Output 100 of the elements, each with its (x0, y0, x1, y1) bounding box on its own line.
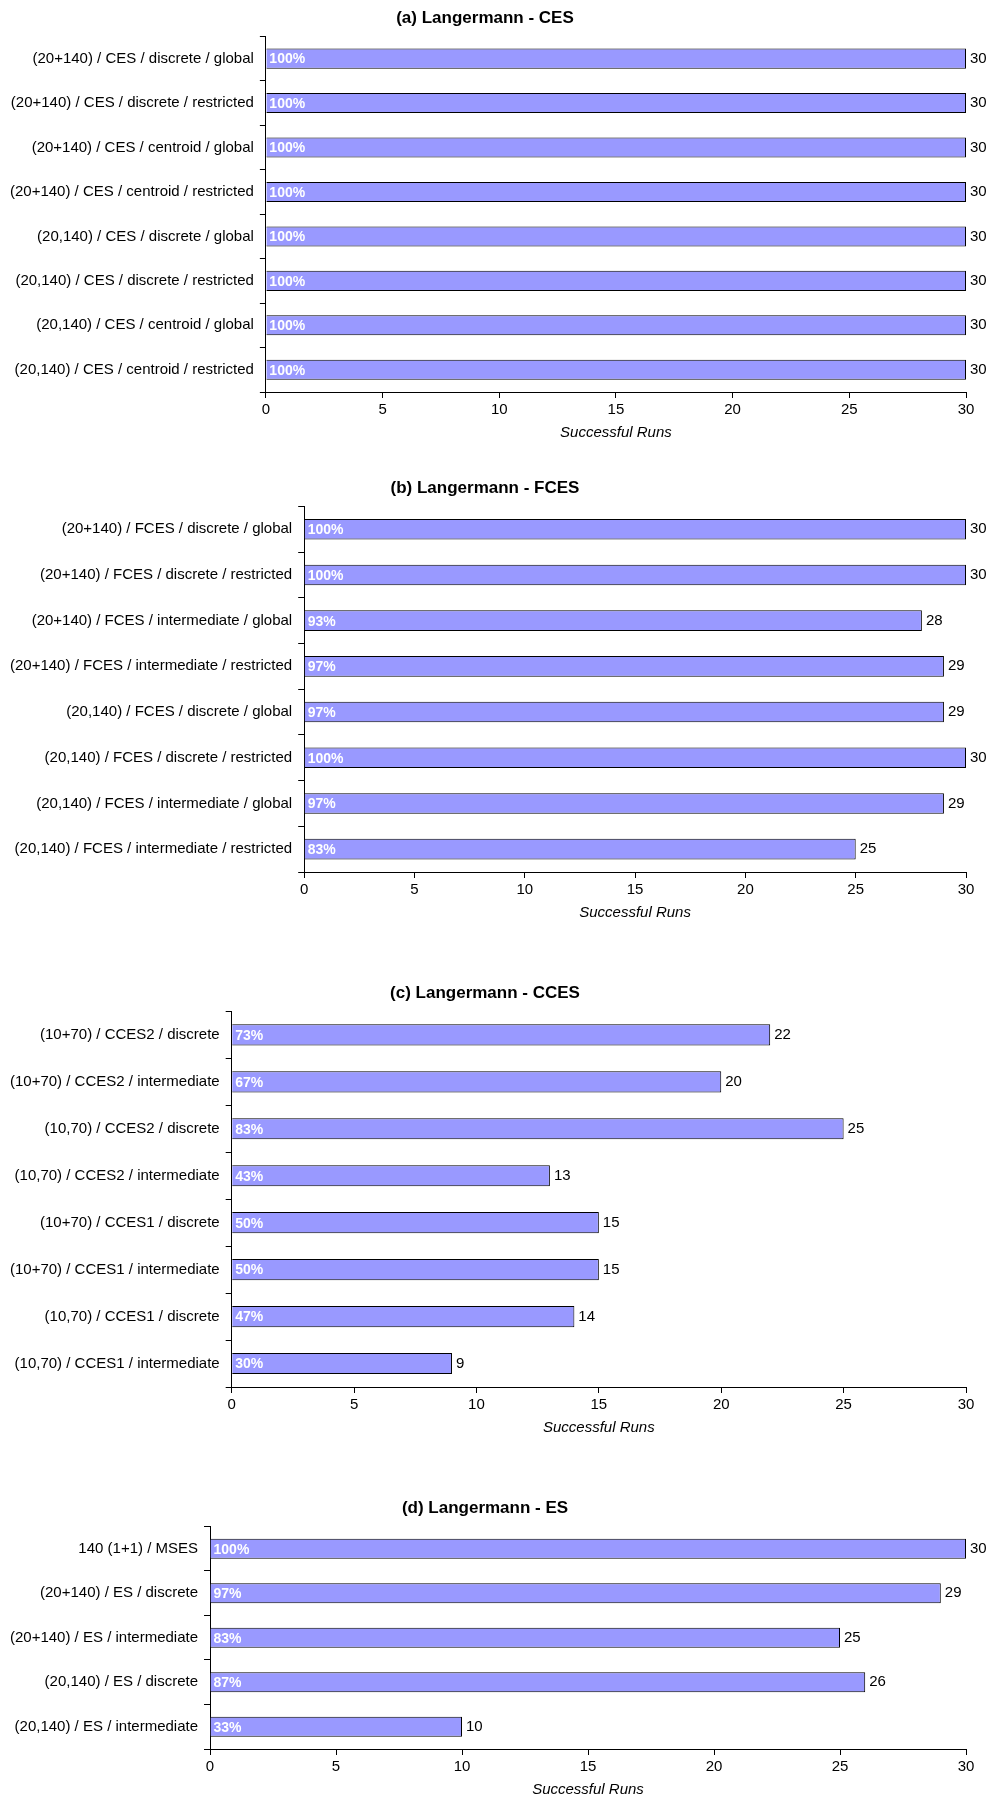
annotation: 83% (213, 1629, 243, 1646)
x-tick-label: 15 (579, 1757, 597, 1775)
x-tick-label: 5 (331, 1757, 341, 1775)
data-label: 14 (578, 1306, 596, 1324)
annotation: 47% (235, 1308, 264, 1325)
data-label: 15 (602, 1212, 620, 1230)
data-label: 30 (970, 315, 987, 333)
annotation: 100% (307, 566, 345, 583)
data-label: 25 (844, 1627, 861, 1645)
x-axis-title: Successful Runs (542, 1418, 656, 1436)
y-tick-label: (20+140) / CES / discrete / restricted (10, 93, 254, 111)
y-tick-label: (10,70) / CCES2 / intermediate (14, 1165, 220, 1183)
x-tick-label: 0 (205, 1757, 215, 1775)
data-label: 20 (725, 1071, 742, 1089)
annotation: 33% (213, 1718, 243, 1735)
annotation: 50% (235, 1261, 264, 1278)
data-label: 25 (847, 1118, 865, 1136)
x-tick-label: 20 (737, 880, 754, 898)
x-tick-label: 15 (607, 400, 625, 418)
x-tick-label: 25 (847, 880, 865, 898)
x-tick-label: 30 (957, 400, 975, 418)
y-tick-label: (20+140) / FCES / intermediate / restricted (10, 656, 293, 674)
x-tick-label: 30 (957, 1757, 975, 1775)
x-tick-label: 25 (840, 400, 858, 418)
y-tick-label: (20,140) / CES / discrete / global (37, 226, 254, 244)
annotation: 100% (307, 521, 345, 538)
annotation: 87% (213, 1674, 243, 1691)
annotation: 100% (269, 139, 306, 156)
y-tick-label: (10+70) / CCES1 / discrete (40, 1212, 220, 1230)
x-tick-label: 30 (957, 880, 975, 898)
x-tick-label: 25 (835, 1395, 852, 1413)
y-tick-label: (10+70) / CCES1 / intermediate (10, 1259, 220, 1277)
data-label: 10 (466, 1716, 483, 1734)
data-label: 29 (944, 1583, 962, 1601)
annotation: 100% (269, 94, 306, 111)
y-tick-label: (10,70) / CCES1 / discrete (44, 1306, 220, 1324)
x-tick-label: 25 (831, 1757, 849, 1775)
y-tick-label: (10,70) / CCES2 / discrete (44, 1118, 220, 1136)
y-tick-label: (20,140) / FCES / discrete / restricted (44, 747, 293, 765)
annotation: 93% (307, 612, 337, 629)
y-tick-label: (20+140) / FCES / intermediate / global (31, 610, 293, 628)
annotation: 100% (269, 228, 306, 245)
y-tick-label: (20,140) / FCES / intermediate / global (36, 793, 293, 811)
annotation: 83% (307, 841, 337, 858)
x-axis-title: Successful Runs (579, 903, 692, 921)
y-tick-label: (20+140) / ES / intermediate (9, 1627, 199, 1645)
annotation: 100% (213, 1540, 250, 1557)
x-tick-label: 10 (516, 880, 534, 898)
x-tick-label: 10 (490, 400, 508, 418)
x-tick-label: 5 (410, 880, 419, 898)
y-tick-label: (20+140) / CES / centroid / restricted (9, 182, 254, 200)
annotation: 30% (235, 1355, 264, 1372)
annotation: 83% (235, 1120, 264, 1137)
x-tick-label: 20 (724, 400, 741, 418)
y-tick-label: (20,140) / CES / discrete / restricted (15, 271, 254, 289)
data-label: 13 (553, 1165, 571, 1183)
data-label: 30 (970, 1538, 987, 1556)
chart-title: (a) Langermann - CES (396, 7, 574, 27)
annotation: 100% (269, 50, 306, 67)
y-tick-label: (20+140) / ES / discrete (40, 1583, 199, 1601)
data-label: 30 (970, 226, 987, 244)
annotation: 100% (269, 183, 306, 200)
y-tick-label: (20,140) / FCES / discrete / global (66, 702, 293, 720)
x-tick-label: 0 (300, 880, 309, 898)
x-tick-label: 20 (712, 1395, 730, 1413)
chart-title: (b) Langermann - FCES (390, 477, 580, 497)
x-tick-label: 30 (957, 1395, 975, 1413)
x-axis-title: Successful Runs (560, 423, 673, 441)
y-tick-label: (10,70) / CCES1 / intermediate (14, 1353, 220, 1371)
data-label: 30 (970, 93, 987, 111)
data-label: 30 (970, 359, 987, 377)
x-tick-label: 5 (349, 1395, 359, 1413)
x-tick-label: 10 (468, 1395, 485, 1413)
data-label: 30 (970, 48, 987, 66)
annotation: 100% (269, 317, 306, 334)
annotation: 50% (235, 1214, 264, 1231)
y-tick-label: (20+140) / CES / centroid / global (31, 137, 254, 155)
data-label: 30 (970, 519, 987, 537)
data-label: 25 (859, 839, 877, 857)
annotation: 100% (269, 272, 306, 289)
chart-title: (c) Langermann - CCES (390, 982, 580, 1002)
y-tick-label: (20,140) / ES / intermediate (14, 1716, 199, 1734)
y-tick-label: (20+140) / FCES / discrete / restricted (40, 565, 293, 583)
data-label: 29 (947, 656, 965, 674)
x-tick-label: 15 (590, 1395, 608, 1413)
y-tick-label: (20,140) / CES / centroid / restricted (14, 359, 254, 377)
x-tick-label: 0 (261, 400, 271, 418)
data-label: 30 (970, 271, 987, 289)
data-label: 28 (925, 610, 943, 628)
y-tick-label: (10+70) / CCES2 / discrete (40, 1025, 220, 1043)
annotation: 43% (235, 1167, 264, 1184)
y-tick-label: (10+70) / CCES2 / intermediate (10, 1071, 220, 1089)
data-label: 15 (602, 1259, 620, 1277)
x-tick-label: 15 (626, 880, 644, 898)
data-label: 30 (970, 565, 987, 583)
data-label: 30 (970, 137, 987, 155)
y-tick-label: (20,140) / ES / discrete (44, 1672, 199, 1690)
annotation: 97% (307, 658, 337, 675)
annotation: 73% (235, 1026, 264, 1043)
data-label: 9 (455, 1353, 465, 1371)
